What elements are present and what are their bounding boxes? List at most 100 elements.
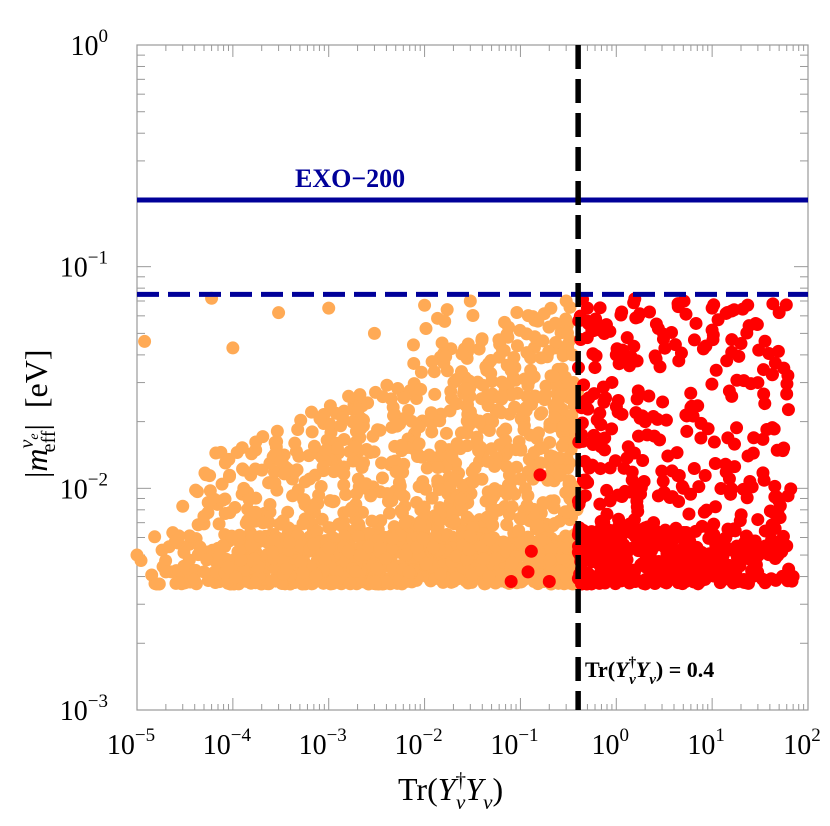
orange-point (509, 443, 523, 457)
red-point (631, 384, 645, 398)
orange-point (322, 301, 336, 315)
orange-point (322, 541, 336, 555)
orange-point (263, 497, 277, 511)
x-tick-label: 102 (783, 725, 821, 761)
red-point (645, 544, 659, 558)
red-point (765, 367, 779, 381)
red-point (751, 513, 765, 527)
orange-point (462, 543, 476, 557)
orange-point (221, 560, 235, 574)
red-point (656, 474, 670, 488)
red-point (684, 400, 698, 414)
orange-point (481, 454, 495, 468)
orange-point (303, 472, 317, 486)
orange-point (463, 294, 477, 308)
red-point (665, 325, 679, 339)
orange-point (237, 481, 251, 495)
red-point (533, 468, 547, 482)
red-point (768, 537, 782, 551)
orange-point (376, 390, 390, 404)
orange-point (389, 465, 403, 479)
orange-point (253, 530, 267, 544)
red-point (694, 431, 708, 445)
red-point (615, 305, 629, 319)
orange-point (242, 493, 256, 507)
orange-point (494, 389, 508, 403)
orange-point (265, 545, 279, 559)
x-axis-label-dagger: † (456, 768, 467, 792)
orange-point (548, 410, 562, 424)
red-point (581, 527, 595, 541)
red-point (771, 344, 785, 358)
orange-point (226, 341, 240, 355)
threshold-label-y2: Y (636, 657, 652, 682)
orange-point (520, 498, 534, 512)
orange-point (447, 514, 461, 528)
orange-point (502, 468, 516, 482)
orange-point (530, 518, 544, 532)
orange-point (556, 349, 570, 363)
red-point (609, 556, 623, 570)
orange-point (391, 381, 405, 395)
orange-point (461, 337, 475, 351)
orange-point (475, 332, 489, 346)
orange-point (561, 326, 575, 340)
orange-point (379, 551, 393, 565)
x-axis-label-y2: Y (465, 771, 486, 807)
orange-point (314, 479, 328, 493)
orange-point (383, 506, 397, 520)
red-point (777, 361, 791, 375)
orange-point (488, 552, 502, 566)
reference-lines (137, 45, 808, 710)
red-point (687, 333, 701, 347)
orange-point (524, 351, 538, 365)
red-point (627, 513, 641, 527)
red-point (734, 337, 748, 351)
red-point (706, 333, 720, 347)
orange-point (310, 524, 324, 538)
orange-point (218, 492, 232, 506)
orange-point (449, 571, 463, 585)
x-axis-label-pre: Tr( (398, 771, 438, 807)
red-point (504, 574, 518, 588)
red-point (758, 397, 772, 411)
orange-point (138, 334, 152, 348)
orange-point (450, 372, 464, 386)
orange-point (482, 423, 496, 437)
orange-point (476, 552, 490, 566)
red-point (745, 569, 759, 583)
red-point (671, 469, 685, 483)
orange-point (535, 406, 549, 420)
orange-point (466, 308, 480, 322)
red-point (649, 352, 663, 366)
orange-point (364, 489, 378, 503)
orange-point (323, 417, 337, 431)
orange-point (380, 487, 394, 501)
orange-point (385, 542, 399, 556)
red-point (578, 476, 592, 490)
orange-point (534, 351, 548, 365)
red-point (605, 422, 619, 436)
orange-point (290, 463, 304, 477)
orange-point (518, 482, 532, 496)
orange-point (281, 505, 295, 519)
orange-point (494, 574, 508, 588)
orange-point (274, 454, 288, 468)
orange-point (368, 575, 382, 589)
red-point (615, 489, 629, 503)
y-axis-label-eff: eff (38, 430, 60, 452)
red-point (713, 553, 727, 567)
orange-point (433, 414, 447, 428)
y-tick-label: 10−2 (60, 469, 108, 505)
orange-point (277, 467, 291, 481)
orange-point (218, 456, 232, 470)
orange-point (354, 421, 368, 435)
orange-point (499, 422, 513, 436)
x-tick-label: 10−2 (394, 725, 442, 761)
red-point (659, 576, 673, 590)
orange-point (214, 445, 228, 459)
red-point (741, 298, 755, 312)
red-point (677, 294, 691, 308)
orange-point (286, 489, 300, 503)
red-point (632, 429, 646, 443)
